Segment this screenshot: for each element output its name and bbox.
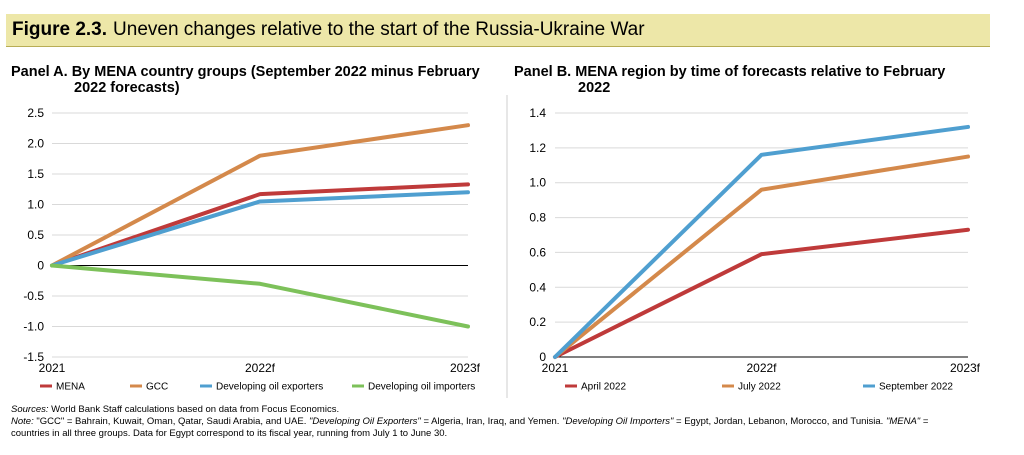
panel-b-ytick-label: 0.8: [529, 211, 546, 225]
note-text-4: =: [922, 416, 929, 427]
panel-a-legend-label: Developing oil exporters: [216, 382, 323, 393]
panel-b-ytick-label: 0: [539, 350, 546, 364]
panel-a-xtick-label: 2023f: [450, 361, 481, 375]
panel-b-ytick-label: 0.4: [529, 280, 546, 294]
panel-a-ytick-label: 1.0: [27, 198, 44, 212]
panel-b-ytick-label: 1.4: [529, 106, 546, 120]
panel-a-legend-label: Developing oil importers: [368, 382, 475, 393]
panel-a-xtick-label: 2022f: [245, 361, 276, 375]
sources-line: Sources: World Bank Staff calculations b…: [11, 404, 1011, 416]
panel-a-ytick-label: 0.5: [27, 228, 44, 242]
panel-a-ytick-label: 1.5: [27, 167, 44, 181]
panel-a-ytick-label: -1.0: [23, 320, 44, 334]
panel-b-series-line-2: [553, 124, 970, 359]
note-italic-1: "Developing Oil Exporters": [308, 416, 421, 427]
note-line-1: Note: "GCC" = Bahrain, Kuwait, Oman, Qat…: [11, 416, 1011, 428]
panel-a-series-line-1: [50, 123, 470, 268]
panel-b-legend-label: July 2022: [738, 382, 781, 393]
figure-notes: Sources: World Bank Staff calculations b…: [11, 404, 1011, 440]
panel-b-ytick-label: 0.6: [529, 245, 546, 259]
panel-a-series-line-2: [50, 190, 470, 268]
sources-text: World Bank Staff calculations based on d…: [51, 404, 340, 415]
panel-b-legend-label: April 2022: [581, 382, 626, 393]
note-label: Note:: [11, 416, 34, 427]
note-text-3: = Egypt, Jordan, Lebanon, Morocco, and T…: [676, 416, 884, 427]
panel-a-title: Panel A. By MENA country groups (Septemb…: [11, 64, 501, 96]
sources-label: Sources:: [11, 404, 49, 415]
panel-a-title-line2: 2022 forecasts): [74, 80, 180, 96]
panel-a-legend-label: MENA: [56, 382, 85, 393]
panel-a-title-line1: Panel A. By MENA country groups (Septemb…: [11, 64, 480, 80]
panel-b-title: Panel B. MENA region by time of forecast…: [514, 64, 1004, 96]
note-italic-2: "Developing Oil Importers": [562, 416, 674, 427]
note-italic-3: "MENA": [885, 416, 921, 427]
panel-b-ytick-label: 1.2: [529, 141, 546, 155]
panel-a-series-line-3: [50, 263, 470, 329]
panel-a-series-line-0: [50, 182, 470, 268]
panel-b-ytick-label: 0.2: [529, 315, 546, 329]
panel-a-ytick-label: 2.5: [27, 106, 44, 120]
panel-a-ytick-label: 0: [37, 259, 44, 273]
note-text-2: = Algeria, Iran, Iraq, and Yemen.: [423, 416, 560, 427]
figure-title-bar: Figure 2.3. Uneven changes relative to t…: [6, 14, 990, 47]
panel-a-ytick-label: -0.5: [23, 289, 44, 303]
figure-title: Uneven changes relative to the start of …: [113, 19, 645, 40]
panel-b-series-line-0: [553, 227, 970, 359]
figure-label: Figure 2.3.: [12, 19, 108, 40]
panel-b-legend-label: September 2022: [879, 382, 953, 393]
panel-b-title-line1: Panel B. MENA region by time of forecast…: [514, 64, 946, 80]
panel-a-xtick-label: 2021: [39, 361, 66, 375]
panel-b-title-line2: 2022: [578, 80, 611, 96]
panel-b-xtick-label: 2023f: [950, 361, 981, 375]
panel-b-ytick-label: 1.0: [529, 176, 546, 190]
panel-a-ytick-label: -1.5: [23, 350, 44, 364]
panel-b-series-line-1: [553, 154, 970, 359]
note-text-1: "GCC" = Bahrain, Kuwait, Oman, Qatar, Sa…: [36, 416, 307, 427]
note-line-2: countries in all three groups. Data for …: [11, 428, 448, 439]
panel-a-legend-label: GCC: [146, 382, 168, 393]
panel-b-xtick-label: 2022f: [746, 361, 777, 375]
panel-a-ytick-label: 2.0: [27, 137, 44, 151]
panel-b-xtick-label: 2021: [542, 361, 569, 375]
